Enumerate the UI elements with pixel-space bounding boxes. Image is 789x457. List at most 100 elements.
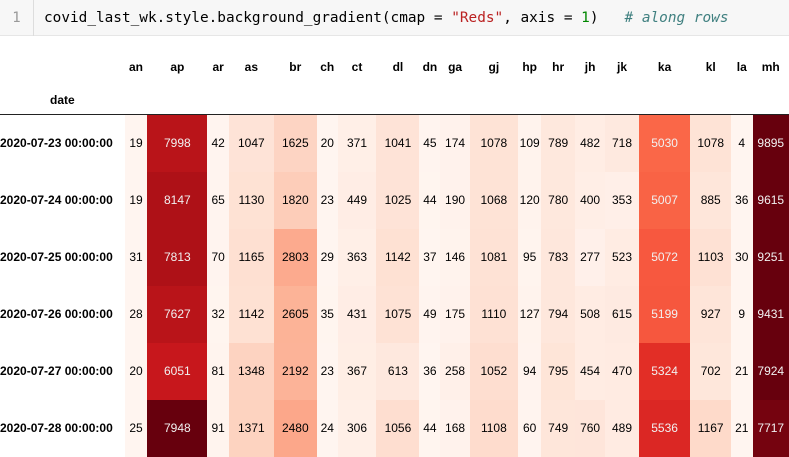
column-header: gj bbox=[488, 60, 500, 74]
column-header: kl bbox=[705, 60, 716, 74]
table-cell: 36 bbox=[419, 342, 441, 400]
table-cell: 927 bbox=[690, 285, 731, 343]
table-cell: 28 bbox=[124, 285, 148, 343]
column-header: as bbox=[244, 60, 259, 74]
table-cell: 7948 bbox=[147, 399, 208, 457]
column-header: hr bbox=[552, 60, 565, 74]
column-header: an bbox=[129, 60, 144, 74]
table-row: 2020-07-23 00:00:00 19 7998 42 1047 1625 20 371… bbox=[0, 114, 789, 172]
table-cell: 35 bbox=[316, 285, 338, 343]
table-cell: 91 bbox=[207, 399, 229, 457]
table-cell: 367 bbox=[337, 342, 377, 400]
table-cell: 127 bbox=[517, 285, 542, 343]
table-cell: 749 bbox=[541, 399, 575, 457]
table-cell: 21 bbox=[730, 399, 753, 457]
table-cell: 615 bbox=[605, 285, 639, 343]
column-header: jh bbox=[584, 60, 596, 74]
table-cell: 523 bbox=[605, 228, 639, 286]
table-cell: 190 bbox=[440, 171, 470, 229]
table-cell: 1625 bbox=[273, 114, 317, 172]
header-blank bbox=[0, 48, 125, 86]
table-cell: 449 bbox=[337, 171, 377, 229]
code-cell[interactable]: 1 covid_last_wk.style.background_gradien… bbox=[0, 0, 789, 36]
table-cell: 168 bbox=[440, 399, 470, 457]
table-cell: 5007 bbox=[638, 171, 691, 229]
column-header: dl bbox=[392, 60, 404, 74]
table-cell: 1047 bbox=[228, 114, 274, 172]
column-header: dn bbox=[422, 60, 438, 74]
table-cell: 45 bbox=[419, 114, 441, 172]
row-index-label: 2020-07-28 00:00:00 bbox=[0, 421, 113, 435]
table-cell: 1025 bbox=[376, 171, 420, 229]
table-cell: 702 bbox=[690, 342, 731, 400]
table-cell: 23 bbox=[316, 342, 338, 400]
table-cell: 8147 bbox=[147, 171, 208, 229]
table-cell: 780 bbox=[541, 171, 575, 229]
code-line[interactable]: covid_last_wk.style.background_gradient(… bbox=[44, 0, 728, 36]
table-cell: 6051 bbox=[147, 342, 208, 400]
table-cell: 20 bbox=[316, 114, 338, 172]
table-cell: 7813 bbox=[147, 228, 208, 286]
table-cell: 613 bbox=[376, 342, 420, 400]
table-cell: 371 bbox=[337, 114, 377, 172]
table-cell: 70 bbox=[207, 228, 229, 286]
table-cell: 885 bbox=[690, 171, 731, 229]
column-header: ch bbox=[320, 60, 335, 74]
table-cell: 44 bbox=[419, 399, 441, 457]
table-cell: 146 bbox=[440, 228, 470, 286]
table-cell: 29 bbox=[316, 228, 338, 286]
column-header: mh bbox=[761, 60, 780, 74]
table-cell: 1075 bbox=[376, 285, 420, 343]
table-cell: 795 bbox=[541, 342, 575, 400]
code-suffix: ) bbox=[589, 10, 599, 26]
table-cell: 5536 bbox=[638, 399, 691, 457]
table-row: 2020-07-26 00:00:00 28 7627 32 1142 2605 35 431… bbox=[0, 285, 789, 343]
table-cell: 25 bbox=[124, 399, 148, 457]
table-cell: 277 bbox=[574, 228, 606, 286]
table-cell: 718 bbox=[605, 114, 639, 172]
table-cell: 2605 bbox=[273, 285, 317, 343]
table-cell: 7627 bbox=[147, 285, 208, 343]
table-cell: 1041 bbox=[376, 114, 420, 172]
table-cell: 49 bbox=[419, 285, 441, 343]
table-cell: 36 bbox=[730, 171, 753, 229]
table-cell: 1142 bbox=[376, 228, 420, 286]
table-cell: 431 bbox=[337, 285, 377, 343]
index-name-filler bbox=[125, 86, 789, 115]
table-cell: 789 bbox=[541, 114, 575, 172]
table-cell: 60 bbox=[517, 399, 542, 457]
row-index-label: 2020-07-24 00:00:00 bbox=[0, 193, 113, 207]
table-cell: 7924 bbox=[752, 342, 789, 400]
table-cell: 21 bbox=[730, 342, 753, 400]
table-cell: 20 bbox=[124, 342, 148, 400]
table-cell: 5072 bbox=[638, 228, 691, 286]
table-cell: 1103 bbox=[690, 228, 731, 286]
table-cell: 95 bbox=[517, 228, 542, 286]
code-middle: , axis = bbox=[503, 10, 582, 26]
table-cell: 508 bbox=[574, 285, 606, 343]
column-header: br bbox=[289, 60, 302, 74]
table-cell: 1078 bbox=[469, 114, 518, 172]
column-header: ap bbox=[170, 60, 185, 74]
table-cell: 783 bbox=[541, 228, 575, 286]
table-cell: 120 bbox=[517, 171, 542, 229]
table-cell: 258 bbox=[440, 342, 470, 400]
table-cell: 24 bbox=[316, 399, 338, 457]
table-cell: 7998 bbox=[147, 114, 208, 172]
line-number: 1 bbox=[0, 0, 34, 36]
table-cell: 1081 bbox=[469, 228, 518, 286]
table-cell: 1820 bbox=[273, 171, 317, 229]
table-cell: 65 bbox=[207, 171, 229, 229]
table-cell: 7717 bbox=[752, 399, 789, 457]
table-cell: 30 bbox=[730, 228, 753, 286]
dataframe-table: an ap ar as br ch ct dl dn ga gj hp hr jh jk ka kl la mh d… bbox=[0, 48, 789, 457]
table-cell: 489 bbox=[605, 399, 639, 457]
table-cell: 400 bbox=[574, 171, 606, 229]
code-prefix: covid_last_wk.style.background_gradient(… bbox=[44, 10, 452, 26]
table-cell: 5030 bbox=[638, 114, 691, 172]
table-cell: 760 bbox=[574, 399, 606, 457]
table-cell: 353 bbox=[605, 171, 639, 229]
column-header: ka bbox=[657, 60, 672, 74]
table-cell: 306 bbox=[337, 399, 377, 457]
table-cell: 1110 bbox=[469, 285, 518, 343]
